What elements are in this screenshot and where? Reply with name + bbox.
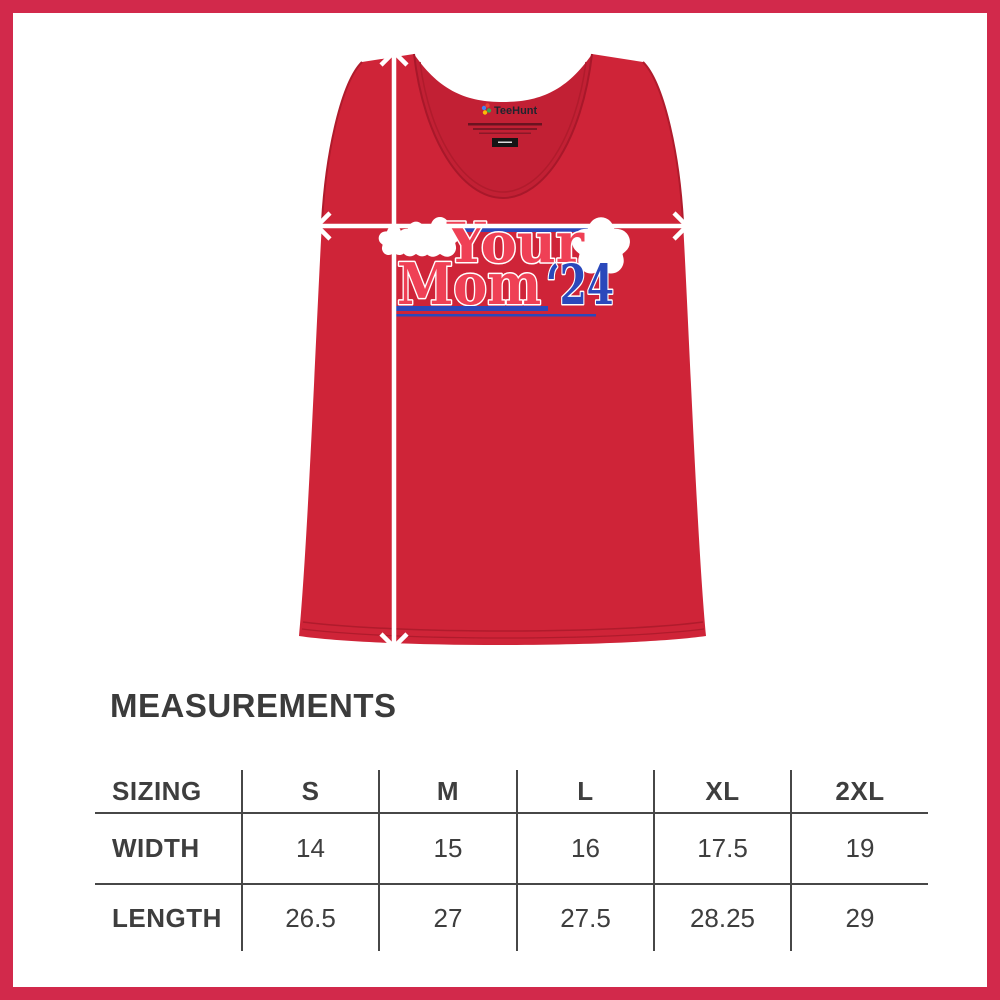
width-value-2xl: 19 (792, 812, 928, 883)
length-value-2xl: 29 (792, 883, 928, 951)
length-arrow (379, 48, 409, 651)
col-header-xl: XL (655, 770, 792, 812)
graphic-top-bar (447, 227, 613, 232)
graphic-bottom-rule (396, 314, 596, 317)
size-tag (492, 138, 518, 147)
col-header-sizing: SIZING (95, 770, 243, 812)
length-value-s: 26.5 (243, 883, 380, 951)
length-value-l: 27.5 (518, 883, 655, 951)
col-header-s: S (243, 770, 380, 812)
graphic-bottom-bar (396, 306, 548, 311)
hem-stitching (302, 621, 704, 632)
inside-back-panel (414, 54, 592, 198)
width-value-xl: 17.5 (655, 812, 792, 883)
row-label-width: WIDTH (95, 812, 243, 883)
col-header-l: L (518, 770, 655, 812)
width-value-l: 16 (518, 812, 655, 883)
size-table: SIZING S M L XL 2XL WIDTH 14 15 16 17.5 … (95, 770, 928, 951)
length-value-m: 27 (380, 883, 518, 951)
length-value-xl: 28.25 (655, 883, 792, 951)
width-arrow (313, 211, 691, 241)
graphic-word-your: Your (446, 210, 585, 275)
col-header-m: M (380, 770, 518, 812)
col-header-2xl: 2XL (835, 775, 885, 806)
shirt-graphic: Your Mom ‘24 (385, 209, 617, 320)
tank-top (299, 53, 706, 645)
brand-name: TeeHunt (494, 105, 538, 117)
measurements-title: MEASUREMENTS (110, 687, 397, 724)
width-value-m: 15 (380, 812, 518, 883)
row-label-length: LENGTH (95, 883, 243, 951)
brand-logo-icon (481, 103, 492, 115)
graphic-year-24: ‘24 (546, 252, 614, 317)
width-value-s: 14 (243, 812, 380, 883)
neck-label: TeeHunt (468, 103, 542, 147)
